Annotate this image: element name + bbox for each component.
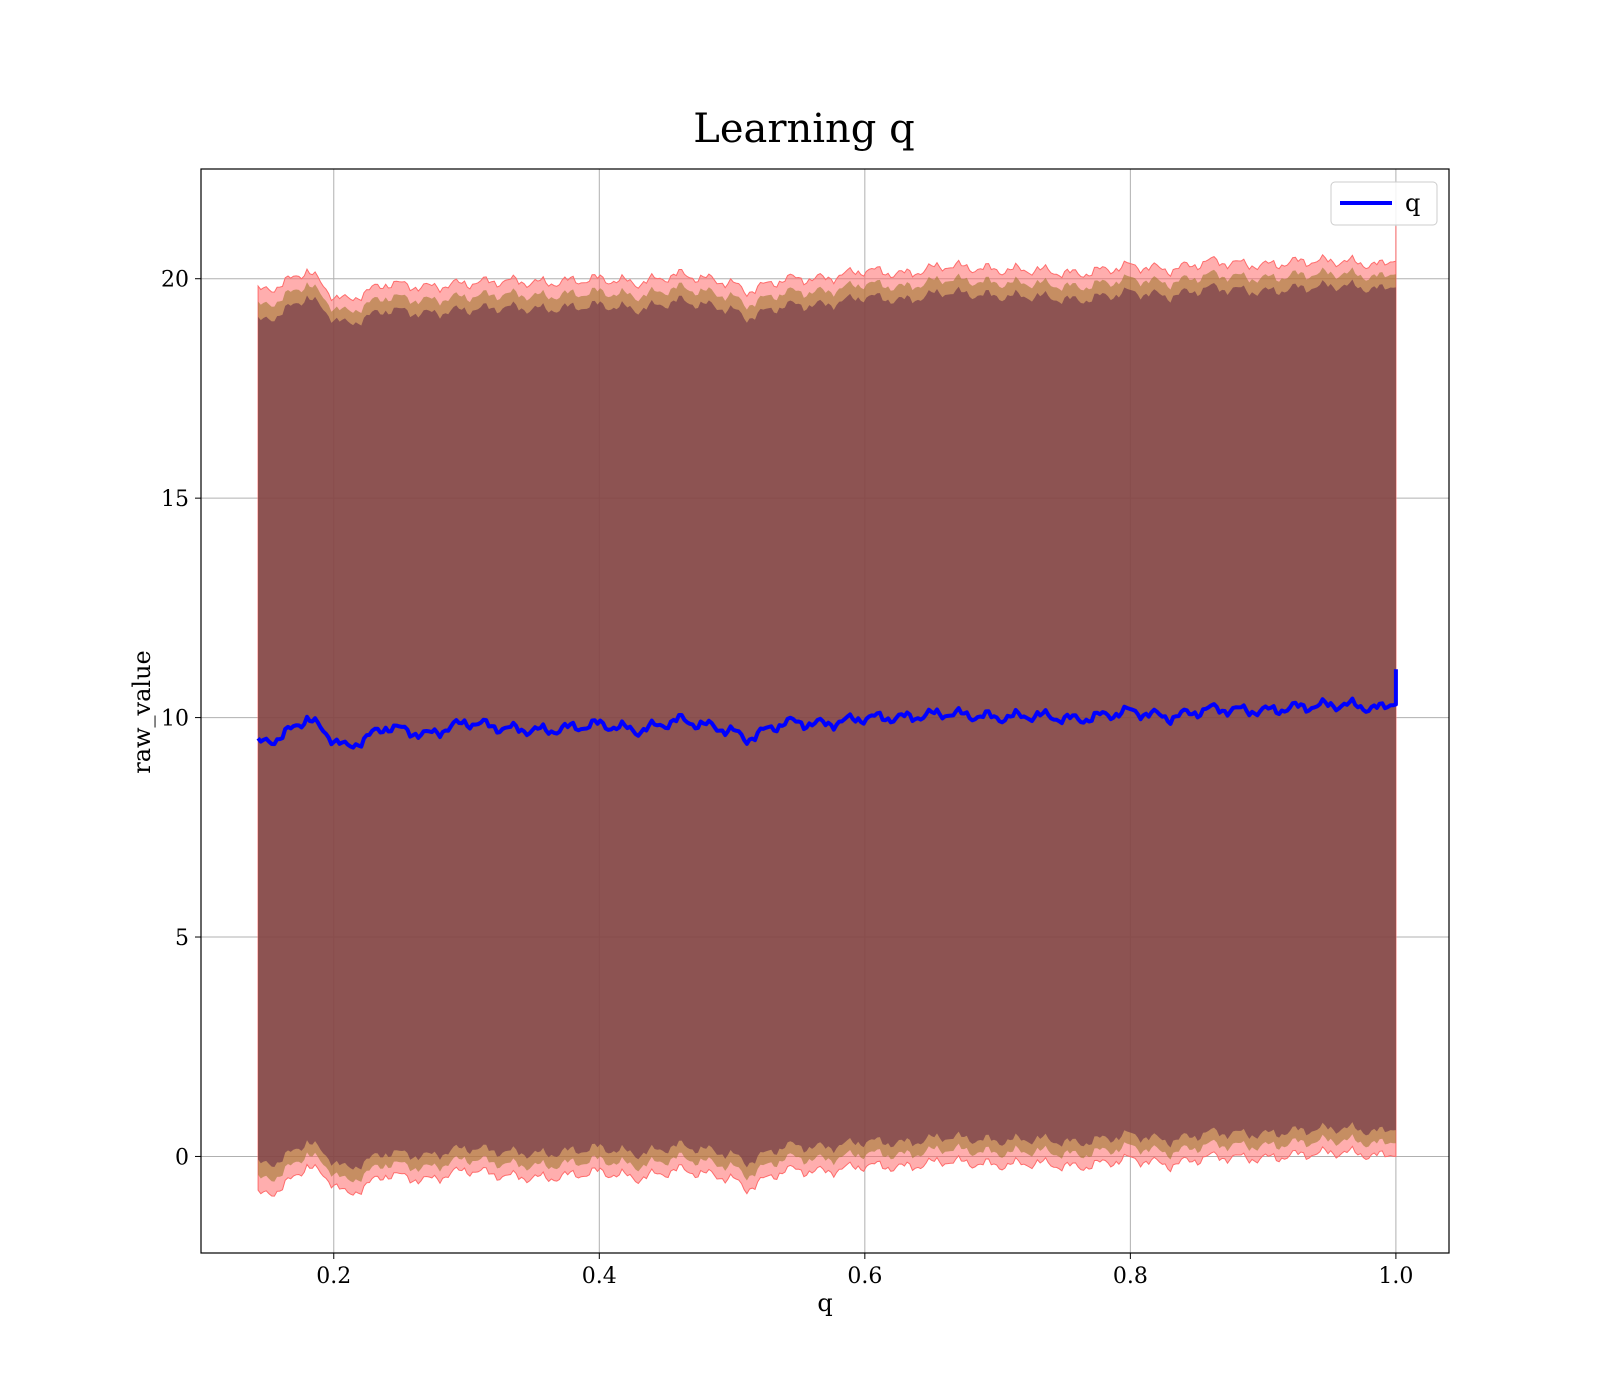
- series-lines: [256, 669, 1398, 750]
- y-tick-label: 0: [175, 1145, 189, 1170]
- x-tick-label: 0.2: [316, 1264, 351, 1289]
- chart-title: Learning q: [693, 106, 914, 152]
- y-tick-label: 20: [161, 268, 189, 293]
- y-tick-label: 10: [161, 707, 189, 732]
- legend-label-q: q: [1405, 189, 1420, 217]
- confidence-bands: [257, 226, 1397, 1197]
- y-axis-label: raw_value: [128, 650, 156, 774]
- series-line-q: [256, 669, 1398, 750]
- x-tick-label: 0.8: [1113, 1264, 1148, 1289]
- legend: q: [1330, 181, 1438, 226]
- x-tick-label: 1.0: [1378, 1264, 1413, 1289]
- y-tick-label: 5: [175, 926, 189, 951]
- x-tick-label: 0.6: [847, 1264, 882, 1289]
- band-inner: [258, 256, 1396, 1170]
- x-axis-label: q: [817, 1289, 832, 1317]
- x-axis-ticks: 0.2 0.4 0.6 0.8 1.0: [316, 1253, 1413, 1289]
- y-tick-label: 15: [161, 487, 189, 512]
- y-axis-ticks: 0 5 10 15 20: [161, 268, 201, 1170]
- x-tick-label: 0.4: [582, 1264, 617, 1289]
- plot-frame: [200, 168, 1450, 1254]
